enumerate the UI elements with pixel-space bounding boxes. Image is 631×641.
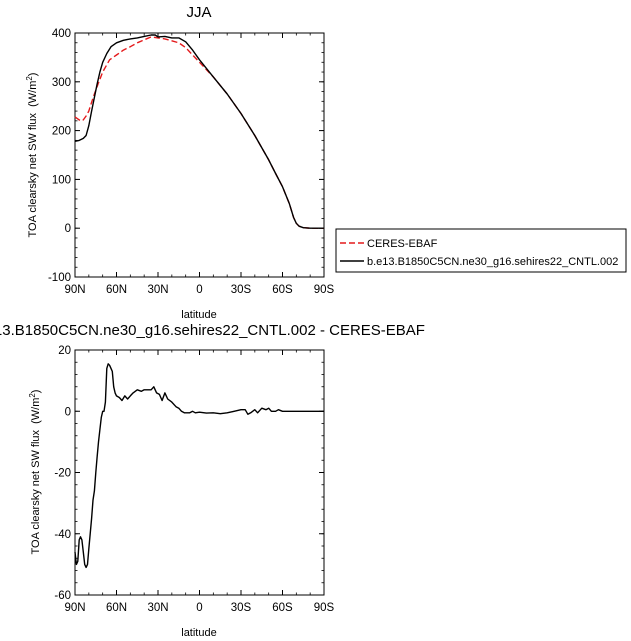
- legend-box: [335, 228, 627, 273]
- top-y-axis-label-unit-sup: 2: [25, 76, 34, 81]
- top-x-tick-labels: 90N 60N 30N 0 30S 60S 90S: [64, 284, 334, 296]
- top-y-tick-label: 400: [52, 28, 71, 40]
- top-tick-marks: [74, 32, 325, 278]
- top-series-lines: [74, 34, 324, 229]
- bottom-x-axis-label: latitude: [181, 627, 216, 639]
- top-x-tick-label: 60N: [106, 284, 127, 296]
- top-plot-frame: [74, 32, 325, 278]
- top-y-tick-label: -100: [48, 272, 71, 284]
- bottom-y-tick-label: -20: [54, 468, 71, 480]
- bottom-x-tick-label: 90N: [64, 602, 85, 614]
- bottom-x-tick-label: 90S: [314, 602, 335, 614]
- bottom-y-axis-label-unit: (W/m: [30, 398, 42, 424]
- top-x-tick-label: 90N: [64, 284, 85, 296]
- top-y-tick-labels: -100 0 100 200 300 400: [48, 28, 71, 284]
- top-y-tick-label: 100: [52, 174, 71, 186]
- top-series-line-0: [74, 36, 324, 229]
- bottom-y-tick-label: 0: [65, 406, 71, 418]
- legend-entry-ceres: CERES-EBAF: [367, 238, 438, 250]
- bottom-tick-marks: [74, 349, 325, 596]
- top-y-tick-label: 0: [65, 223, 71, 235]
- top-y-axis-label-unit: (W/m: [27, 81, 39, 107]
- bottom-y-tick-label: -40: [54, 529, 71, 541]
- top-x-axis-label: latitude: [181, 309, 216, 321]
- bottom-y-tick-labels: -60 -40 -20 0 20: [54, 345, 71, 602]
- top-y-axis-label: TOA clearsky net SW flux (W/m2): [25, 73, 39, 238]
- top-x-tick-label: 60S: [272, 284, 293, 296]
- top-x-tick-label: 30N: [147, 284, 168, 296]
- bottom-chart: b.e13.B1850C5CN.ne30_g16.sehires22_CNTL.…: [0, 322, 425, 639]
- bottom-x-tick-label: 60S: [272, 602, 293, 614]
- bottom-x-tick-label: 0: [196, 602, 202, 614]
- bottom-x-tick-labels: 90N 60N 30N 0 30S 60S 90S: [64, 602, 334, 614]
- bottom-chart-title: b.e13.B1850C5CN.ne30_g16.sehires22_CNTL.…: [0, 322, 425, 339]
- legend-entry-model: b.e13.B1850C5CN.ne30_g16.sehires22_CNTL.…: [367, 256, 618, 268]
- bottom-y-axis-label-text: TOA clearsky net SW flux: [30, 429, 42, 554]
- bottom-series-lines: [74, 363, 324, 569]
- bottom-y-tick-label: -60: [54, 590, 71, 602]
- top-y-axis-label-unit-close: ): [27, 73, 39, 77]
- bottom-series-line-0: [74, 363, 324, 569]
- bottom-y-tick-label: 20: [58, 345, 71, 357]
- bottom-plot-frame: [74, 349, 325, 596]
- top-series-line-1: [74, 34, 324, 229]
- top-y-tick-label: 300: [52, 77, 71, 89]
- top-x-tick-label: 90S: [314, 284, 335, 296]
- top-x-tick-label: 30S: [231, 284, 252, 296]
- bottom-x-tick-label: 30S: [231, 602, 252, 614]
- bottom-x-tick-label: 30N: [147, 602, 168, 614]
- top-y-tick-label: 200: [52, 126, 71, 138]
- legend: CERES-EBAF b.e13.B1850C5CN.ne30_g16.sehi…: [335, 228, 627, 273]
- bottom-y-axis-label-unit-sup: 2: [28, 393, 37, 398]
- bottom-y-axis-label-unit-close: ): [30, 390, 42, 394]
- bottom-y-axis-label: TOA clearsky net SW flux (W/m2): [28, 390, 42, 555]
- top-y-axis-label-text: TOA clearsky net SW flux: [27, 112, 39, 237]
- top-chart-title: JJA: [186, 4, 211, 21]
- top-x-tick-label: 0: [196, 284, 202, 296]
- bottom-x-tick-label: 60N: [106, 602, 127, 614]
